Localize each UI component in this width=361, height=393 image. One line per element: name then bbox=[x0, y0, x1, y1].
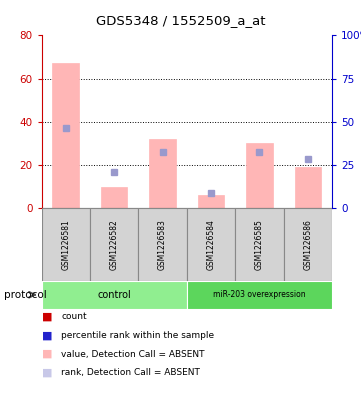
Text: ■: ■ bbox=[42, 349, 52, 359]
Text: rank, Detection Call = ABSENT: rank, Detection Call = ABSENT bbox=[61, 369, 200, 377]
Text: GSM1226584: GSM1226584 bbox=[206, 219, 216, 270]
Text: GDS5348 / 1552509_a_at: GDS5348 / 1552509_a_at bbox=[96, 14, 265, 27]
Text: ■: ■ bbox=[42, 330, 52, 340]
Bar bbox=[284, 208, 332, 281]
Text: count: count bbox=[61, 312, 87, 321]
Bar bbox=[42, 208, 90, 281]
Bar bbox=[187, 281, 332, 309]
Text: ■: ■ bbox=[42, 311, 52, 321]
Text: value, Detection Call = ABSENT: value, Detection Call = ABSENT bbox=[61, 350, 205, 358]
Text: control: control bbox=[97, 290, 131, 300]
Bar bbox=[246, 143, 273, 208]
Text: GSM1226586: GSM1226586 bbox=[303, 219, 312, 270]
Text: GSM1226581: GSM1226581 bbox=[61, 219, 70, 270]
Bar bbox=[187, 208, 235, 281]
Text: miR-203 overexpression: miR-203 overexpression bbox=[213, 290, 306, 299]
Bar bbox=[90, 208, 138, 281]
Text: GSM1226585: GSM1226585 bbox=[255, 219, 264, 270]
Bar bbox=[52, 64, 79, 208]
Bar bbox=[149, 139, 176, 208]
Bar bbox=[235, 208, 284, 281]
Bar bbox=[42, 281, 187, 309]
Text: GSM1226582: GSM1226582 bbox=[110, 219, 119, 270]
Bar bbox=[138, 208, 187, 281]
Bar bbox=[295, 167, 321, 208]
Text: GSM1226583: GSM1226583 bbox=[158, 219, 167, 270]
Text: percentile rank within the sample: percentile rank within the sample bbox=[61, 331, 214, 340]
Bar bbox=[101, 187, 127, 208]
Bar bbox=[198, 195, 224, 208]
Text: protocol: protocol bbox=[4, 290, 46, 300]
Text: ■: ■ bbox=[42, 368, 52, 378]
